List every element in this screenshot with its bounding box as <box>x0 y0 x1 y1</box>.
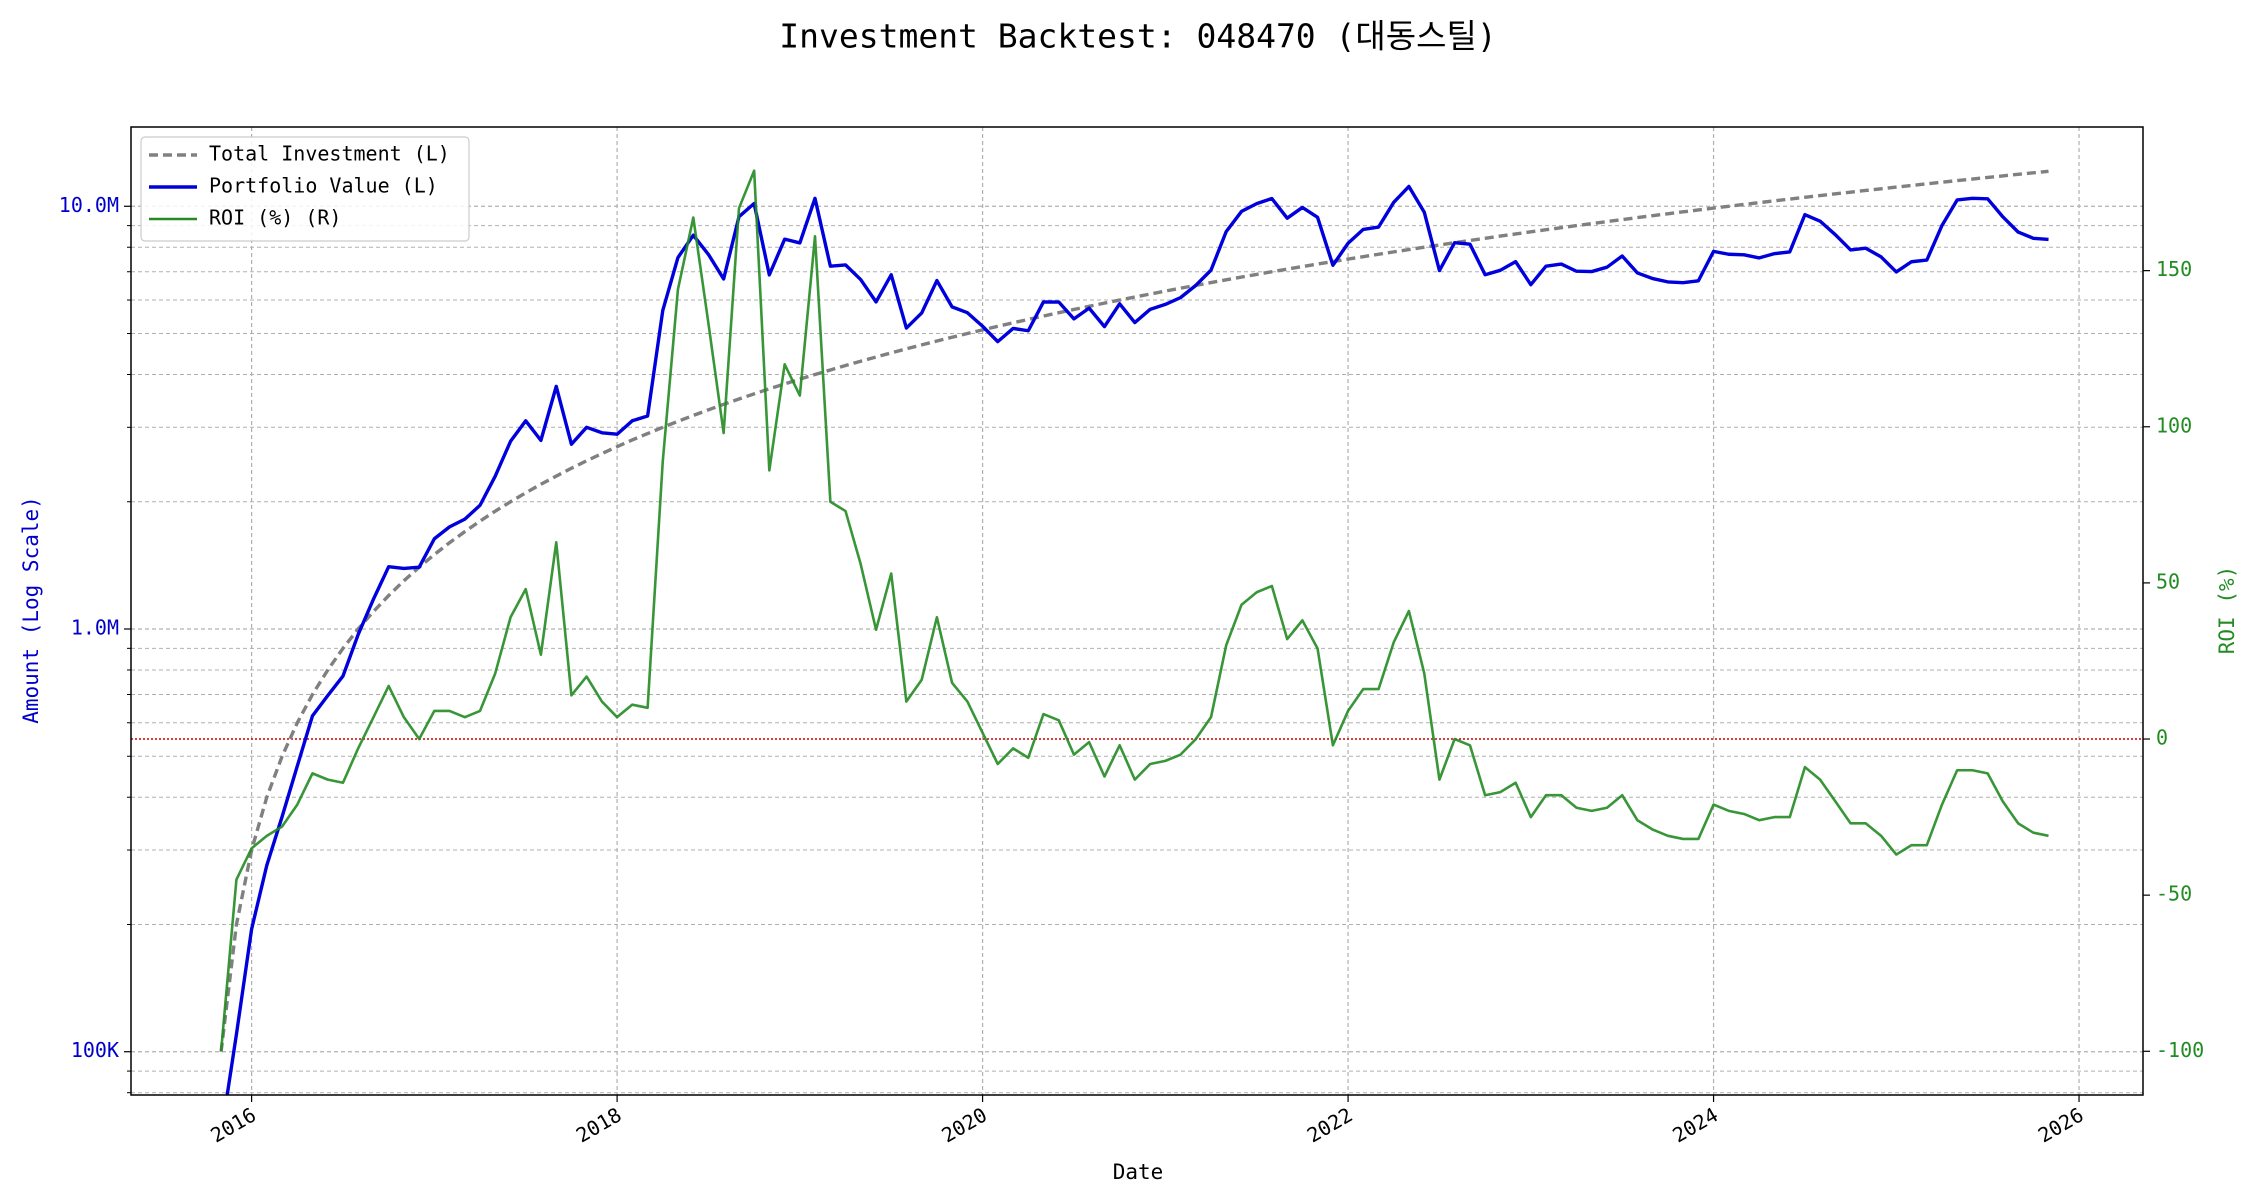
y2-tick-label: 100 <box>2156 413 2192 437</box>
y-tick-label: 100K <box>71 1038 119 1062</box>
y2-tick-label: 50 <box>2156 569 2180 593</box>
plot-frame <box>130 126 2144 1096</box>
chart-title: Investment Backtest: 048470 (대동스틸) <box>779 17 1496 56</box>
y2-tick-label: 0 <box>2156 726 2168 750</box>
y-axis-label: Amount (Log Scale) <box>19 496 43 724</box>
legend-box <box>140 136 470 242</box>
x-tick-label: 2018 <box>572 1103 626 1148</box>
plot-area <box>219 169 2049 1095</box>
y2-axis-label: ROI (%) <box>2215 566 2239 655</box>
y-tick-label: 1.0M <box>71 615 119 639</box>
x-tick-label: 2016 <box>206 1103 260 1148</box>
x-axis-label: Date <box>1113 1160 1164 1184</box>
legend-label: Portfolio Value (L) <box>209 174 438 198</box>
x-tick-label: 2026 <box>2034 1103 2088 1148</box>
y2-tick-label: -50 <box>2156 882 2192 906</box>
series-line <box>219 169 2049 1052</box>
x-tick-label: 2022 <box>1303 1103 1357 1148</box>
legend-label: Total Investment (L) <box>209 142 450 166</box>
y2-tick-label: -100 <box>2156 1038 2204 1062</box>
series-line <box>225 184 2049 1095</box>
legend-label: ROI (%) (R) <box>209 206 341 230</box>
series-line <box>219 169 2049 1052</box>
x-tick-label: 2020 <box>937 1103 991 1148</box>
x-tick-label: 2024 <box>1668 1103 1722 1148</box>
y-tick-label: 10.0M <box>59 193 119 217</box>
y2-tick-label: 150 <box>2156 257 2192 281</box>
